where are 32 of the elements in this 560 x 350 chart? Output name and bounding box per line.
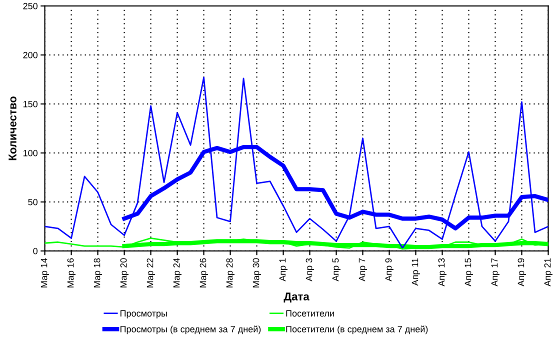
- x-tick-label: Апр 15: [464, 258, 473, 286]
- x-tick-label: Мар 16: [67, 258, 76, 288]
- x-tick-label: Мар 18: [94, 258, 102, 288]
- y-axis-title: Количество: [8, 96, 16, 160]
- x-tick-label: Апр 11: [412, 258, 420, 286]
- x-tick-label: Апр 1: [279, 258, 288, 282]
- x-tick-label: Апр 21: [544, 258, 552, 286]
- x-tick-label: Мар 20: [120, 258, 128, 288]
- y-tick-label: 150: [23, 100, 38, 108]
- x-tick-label: Апр 19: [518, 258, 526, 286]
- x-tick-label: Мар 24: [173, 258, 182, 288]
- x-tick-label: Мар 28: [226, 258, 234, 288]
- legend-label: Просмотры: [120, 310, 167, 318]
- legend-label: Посетители: [286, 310, 334, 317]
- x-tick-label: Мар 30: [252, 258, 261, 288]
- legend-label: Просмотры (в среднем за 7 дней): [120, 326, 261, 334]
- x-tick-label: Апр 5: [332, 258, 340, 282]
- y-tick-label: 100: [23, 150, 38, 156]
- x-tick-label: Мар 26: [200, 258, 208, 288]
- x-tick-label: Апр 17: [491, 258, 500, 286]
- x-tick-label: Мар 14: [40, 258, 50, 288]
- legend-label: Посетители (в среднем за 7 дней): [286, 326, 428, 334]
- x-tick-label: Апр 7: [358, 258, 367, 282]
- x-tick-label: Мар 22: [146, 258, 155, 288]
- x-tick-label: Апр 3: [306, 258, 314, 282]
- x-tick-label: Апр 9: [385, 258, 394, 282]
- y-tick-label: 0: [33, 248, 38, 254]
- y-tick-label: 50: [28, 198, 38, 206]
- y-tick-label: 200: [23, 52, 38, 58]
- x-axis-title: Дата: [284, 292, 310, 303]
- x-tick-label: Апр 13: [438, 258, 446, 286]
- y-tick-label: 250: [23, 2, 38, 10]
